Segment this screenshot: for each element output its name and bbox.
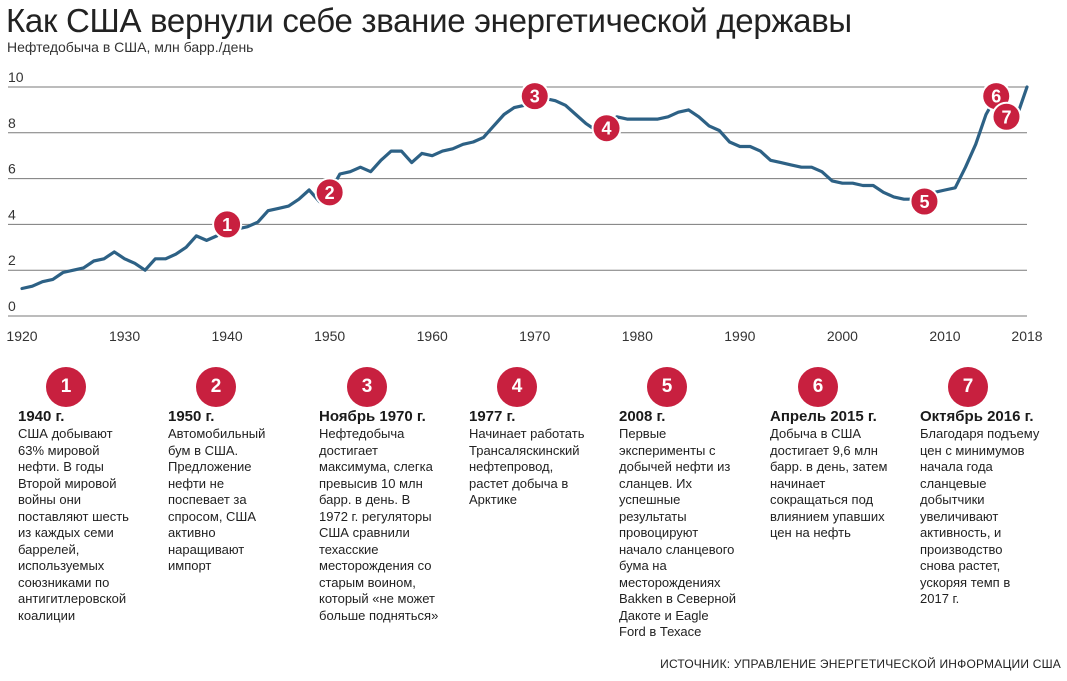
event-marker (909, 186, 940, 217)
annotation-badge: 2 (196, 367, 236, 407)
source-note: ИСТОЧНИК: УПРАВЛЕНИЕ ЭНЕРГЕТИЧЕСКОЙ ИНФО… (660, 657, 1061, 671)
x-tick-label: 1980 (622, 328, 653, 344)
annotation-3: 3 Ноябрь 1970 г. Нефтедобыча достигает м… (319, 367, 459, 624)
annotation-badge: 1 (46, 367, 86, 407)
x-tick-label: 2000 (827, 328, 858, 344)
y-tick-label: 10 (8, 69, 24, 85)
annotation-badge: 6 (798, 367, 838, 407)
annotation-heading: 1977 г. (469, 408, 516, 425)
annotation-2: 2 1950 г. Автомобильный бум в США. Предл… (168, 367, 308, 575)
event-marker (519, 81, 550, 112)
x-tick-label: 1990 (724, 328, 755, 344)
annotation-text: Добыча в США достигает 9,6 млн барр. в д… (770, 426, 888, 540)
x-tick-label: 1920 (6, 328, 37, 344)
event-marker-label: 3 (530, 87, 540, 107)
x-tick-label: 2018 (1011, 328, 1042, 344)
annotation-text: Начинает работать Трансаляскинский нефте… (469, 426, 585, 507)
annotation-text: Нефтедобыча достигает максимума, слегка … (319, 426, 439, 623)
event-marker-label: 6 (991, 87, 1001, 107)
annotation-heading: Октябрь 2016 г. (920, 408, 1034, 425)
annotation-heading: Ноябрь 1970 г. (319, 408, 426, 425)
event-marker (314, 177, 345, 208)
page-title: Как США вернули себе звание энергетическ… (6, 2, 852, 39)
annotation-4: 4 1977 г. Начинает работать Трансаляскин… (469, 367, 609, 509)
y-tick-label: 2 (8, 252, 16, 268)
event-marker-label: 2 (325, 183, 335, 203)
annotation-text: США добывают 63% мировой нефти. В годы В… (18, 426, 129, 623)
y-tick-label: 8 (8, 115, 16, 131)
event-marker-label: 4 (602, 119, 612, 139)
series-line (20, 85, 1029, 291)
annotation-badge: 5 (647, 367, 687, 407)
y-tick-label: 0 (8, 298, 16, 314)
annotation-heading: 2008 г. (619, 408, 666, 425)
event-marker (212, 209, 243, 240)
x-tick-label: 1930 (109, 328, 140, 344)
annotation-badge: 7 (948, 367, 988, 407)
annotation-6: 6 Апрель 2015 г. Добыча в США достигает … (770, 367, 910, 542)
annotation-1: 1 1940 г. США добывают 63% мировой нефти… (18, 367, 158, 624)
annotation-7: 7 Октябрь 2016 г. Благодаря подъему цен … (920, 367, 1060, 608)
annotation-5: 5 2008 г. Первые эксперименты с добычей … (619, 367, 759, 641)
event-marker (991, 101, 1022, 132)
annotation-text: Благодаря подъему цен с минимумов начала… (920, 426, 1040, 606)
y-tick-label: 6 (8, 161, 16, 177)
y-tick-label: 4 (8, 206, 16, 222)
annotation-text: Автомобильный бум в США. Предложение неф… (168, 426, 266, 573)
x-tick-label: 1950 (314, 328, 345, 344)
annotation-heading: 1950 г. (168, 408, 215, 425)
x-tick-label: 1940 (212, 328, 243, 344)
event-marker (591, 113, 622, 144)
event-marker-label: 5 (919, 192, 929, 212)
annotation-heading: Апрель 2015 г. (770, 408, 877, 425)
oil-production-chart: 0 2 4 6 8 10 1920 1930 1940 1950 1960 1970 1980 1990 2… (6, 69, 1042, 344)
x-tick-label: 1970 (519, 328, 550, 344)
annotation-text: Первые эксперименты с добычей нефти из с… (619, 426, 736, 639)
x-tick-label: 1960 (417, 328, 448, 344)
annotation-badge: 3 (347, 367, 387, 407)
x-tick-label: 2010 (929, 328, 960, 344)
annotation-heading: 1940 г. (18, 408, 65, 425)
event-marker-label: 7 (1001, 107, 1011, 127)
annotation-badge: 4 (497, 367, 537, 407)
event-marker-label: 1 (222, 215, 232, 235)
chart-subtitle: Нефтедобыча в США, млн барр./день (7, 39, 254, 55)
